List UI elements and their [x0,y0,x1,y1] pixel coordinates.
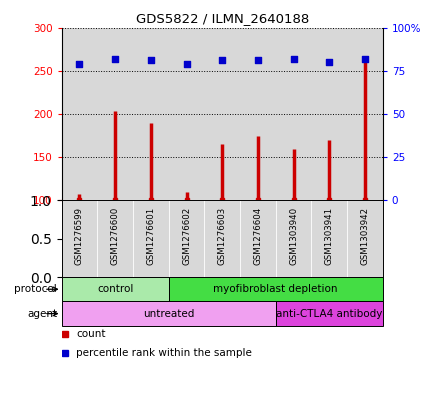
Text: GSM1276600: GSM1276600 [110,207,120,265]
Text: GSM1276603: GSM1276603 [218,207,227,265]
Text: GSM1276599: GSM1276599 [75,207,84,264]
Text: protocol: protocol [15,284,57,294]
Point [326,59,333,65]
Point [254,57,261,64]
Text: untreated: untreated [143,309,194,319]
Point [76,61,83,67]
Text: GSM1276602: GSM1276602 [182,207,191,265]
Bar [276,301,383,326]
Text: GSM1276601: GSM1276601 [147,207,155,265]
Text: count: count [76,329,106,339]
Point [183,61,190,67]
Text: percentile rank within the sample: percentile rank within the sample [76,347,252,358]
Text: GSM1303942: GSM1303942 [360,207,370,265]
Bar [169,277,383,301]
Text: agent: agent [27,309,57,319]
Point [361,55,368,62]
Point [112,55,119,62]
Point [219,57,226,64]
Text: GSM1303940: GSM1303940 [289,207,298,265]
Text: myofibroblast depletion: myofibroblast depletion [213,284,338,294]
Text: GSM1276604: GSM1276604 [253,207,262,265]
Text: GSM1303941: GSM1303941 [325,207,334,265]
Point [147,57,154,64]
Text: anti-CTLA4 antibody: anti-CTLA4 antibody [276,309,382,319]
Title: GDS5822 / ILMN_2640188: GDS5822 / ILMN_2640188 [136,12,309,25]
Text: control: control [97,284,133,294]
Bar [62,277,169,301]
Bar [62,301,276,326]
Point [290,55,297,62]
